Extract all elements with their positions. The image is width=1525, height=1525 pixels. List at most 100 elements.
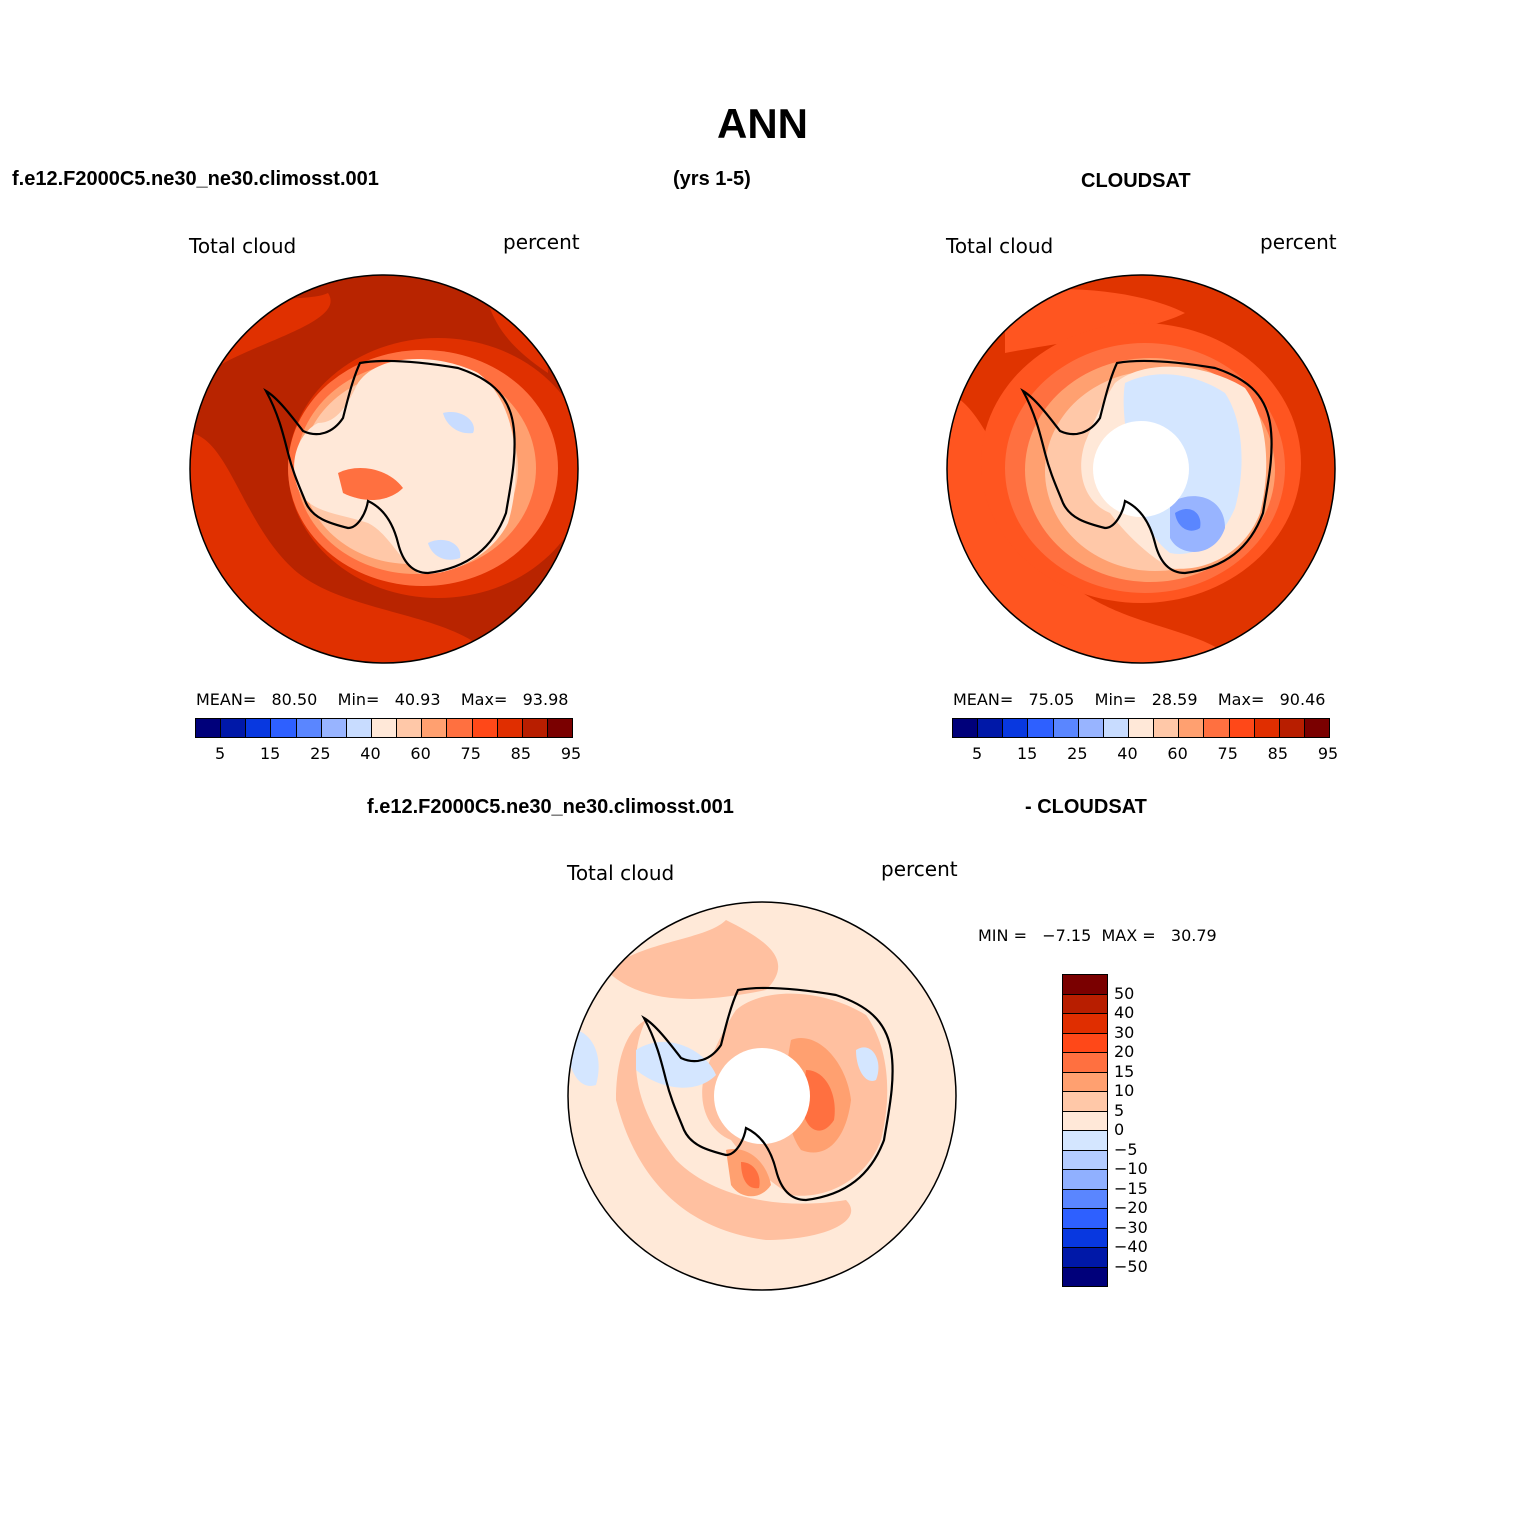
obs-max-value: 90.46 (1279, 690, 1326, 709)
model-min-label: Min= (337, 690, 380, 709)
colorbar-tick-label: 30 (1114, 1022, 1135, 1042)
colorbar-cell (422, 719, 448, 737)
colorbar-cell (1229, 719, 1255, 737)
obs-antarctica-coastline (1020, 359, 1273, 575)
obs-variable-label: Total cloud (946, 234, 1054, 258)
colorbar-tick-label: 40 (1117, 744, 1138, 763)
diff-variable-label: Total cloud (567, 861, 675, 885)
colorbar-tick-label: 75 (1217, 744, 1238, 763)
model-variable-label: Total cloud (189, 234, 297, 258)
colorbar-tick-label: 95 (1317, 744, 1339, 763)
model-min-value: 40.93 (394, 690, 441, 709)
colorbar-cell (1078, 719, 1104, 737)
colorbar-tick-label: 15 (260, 744, 281, 763)
diff-map (567, 901, 957, 1291)
model-colorbar (195, 718, 573, 738)
colorbar-tick-label: −10 (1114, 1159, 1148, 1178)
diff-case-name-header: f.e12.F2000C5.ne30_ne30.climosst.001 (367, 796, 734, 818)
obs-units-label: percent (1260, 230, 1337, 254)
colorbar-cell (1063, 1248, 1107, 1268)
colorbar-tick-label: −15 (1114, 1178, 1148, 1198)
model-mean-label: MEAN= (196, 690, 257, 709)
model-mean-value: 80.50 (271, 690, 318, 709)
diff-map-border (567, 901, 957, 1291)
diff-max-label: MAX = (1101, 926, 1156, 945)
colorbar-cell (346, 719, 372, 737)
obs-name-header: CLOUDSAT (1081, 170, 1191, 192)
diff-antarctica-coastline (641, 986, 894, 1202)
colorbar-tick-label: 5 (214, 744, 226, 763)
colorbar-cell (196, 719, 222, 737)
colorbar-tick-label: 5 (1114, 1100, 1125, 1120)
obs-max-label: Max= (1217, 690, 1265, 709)
colorbar-cell (1063, 1150, 1107, 1170)
colorbar-cell (1063, 1209, 1107, 1229)
colorbar-cell (953, 719, 979, 737)
diff-missing-data-hole (714, 1048, 810, 1144)
colorbar-tick-label: −30 (1114, 1217, 1148, 1237)
colorbar-cell (1254, 719, 1280, 737)
colorbar-cell (1063, 1267, 1107, 1286)
model-units-label: percent (503, 230, 580, 254)
obs-mean-value: 75.05 (1028, 690, 1075, 709)
diff-colorbar (1062, 974, 1108, 1287)
colorbar-cell (371, 719, 398, 737)
colorbar-tick-label: 0 (1114, 1120, 1125, 1139)
years-header: (yrs 1-5) (673, 168, 751, 190)
colorbar-cell (1063, 975, 1107, 995)
colorbar-cell (978, 719, 1004, 737)
colorbar-cell (1304, 719, 1330, 737)
model-antarctica-coastline (263, 359, 516, 575)
colorbar-cell (497, 719, 523, 737)
colorbar-tick-label: 85 (1267, 744, 1289, 763)
colorbar-tick-label: 95 (560, 744, 582, 763)
obs-map-border (946, 274, 1336, 664)
colorbar-cell (321, 719, 347, 737)
obs-stats: MEAN= 75.05 Min= 28.59 Max= 90.46 (953, 690, 1325, 709)
colorbar-tick-label: −50 (1114, 1256, 1148, 1276)
colorbar-cell (246, 719, 272, 737)
diff-obs-name-header: - CLOUDSAT (1025, 796, 1147, 818)
colorbar-cell (1179, 719, 1205, 737)
colorbar-cell (1028, 719, 1054, 737)
diff-colorbar-ticks: 50 40 30 20 15 10 5 0 −5 −10 −15 −20 −30 −40 −50 (1114, 974, 1174, 1288)
diff-units-label: percent (881, 857, 958, 881)
model-map-border (189, 274, 579, 664)
colorbar-cell (1063, 1170, 1107, 1190)
model-field-band (190, 432, 488, 663)
colorbar-tick-label: 60 (1167, 744, 1188, 763)
colorbar-cell (1003, 719, 1029, 737)
colorbar-cell (397, 719, 423, 737)
diff-stats: MIN = −7.15 MAX = 30.79 (978, 926, 1217, 945)
colorbar-tick-label: 75 (460, 744, 481, 763)
colorbar-cell (1063, 1072, 1107, 1092)
colorbar-tick-label: 40 (360, 744, 381, 763)
colorbar-tick-label: −5 (1114, 1139, 1138, 1159)
colorbar-cell (447, 719, 473, 737)
obs-colorbar-ticks: 5 15 25 40 60 75 85 95 (952, 744, 1338, 764)
colorbar-cell (1063, 1033, 1107, 1053)
obs-mean-label: MEAN= (953, 690, 1014, 709)
colorbar-tick-label: 25 (1067, 744, 1088, 763)
colorbar-cell (1204, 719, 1230, 737)
diff-min-label: MIN = (978, 926, 1027, 945)
colorbar-cell (221, 719, 247, 737)
diff-max-value: 30.79 (1170, 926, 1217, 945)
colorbar-cell (547, 719, 573, 737)
colorbar-cell (296, 719, 322, 737)
colorbar-cell (1154, 719, 1180, 737)
colorbar-cell (1063, 1131, 1107, 1151)
colorbar-cell (1128, 719, 1155, 737)
colorbar-tick-label: 50 (1114, 983, 1135, 1003)
colorbar-cell (1063, 1111, 1107, 1131)
model-colorbar-ticks: 5 15 25 40 60 75 85 95 (195, 744, 581, 764)
colorbar-cell (271, 719, 297, 737)
colorbar-cell (1063, 1092, 1107, 1112)
colorbar-tick-label: 85 (510, 744, 532, 763)
case-name-header: f.e12.F2000C5.ne30_ne30.climosst.001 (12, 168, 379, 190)
colorbar-tick-label: 15 (1017, 744, 1038, 763)
colorbar-cell (1063, 1053, 1107, 1073)
colorbar-cell (1063, 1014, 1107, 1034)
colorbar-tick-label: 20 (1114, 1042, 1135, 1061)
colorbar-cell (1279, 719, 1305, 737)
